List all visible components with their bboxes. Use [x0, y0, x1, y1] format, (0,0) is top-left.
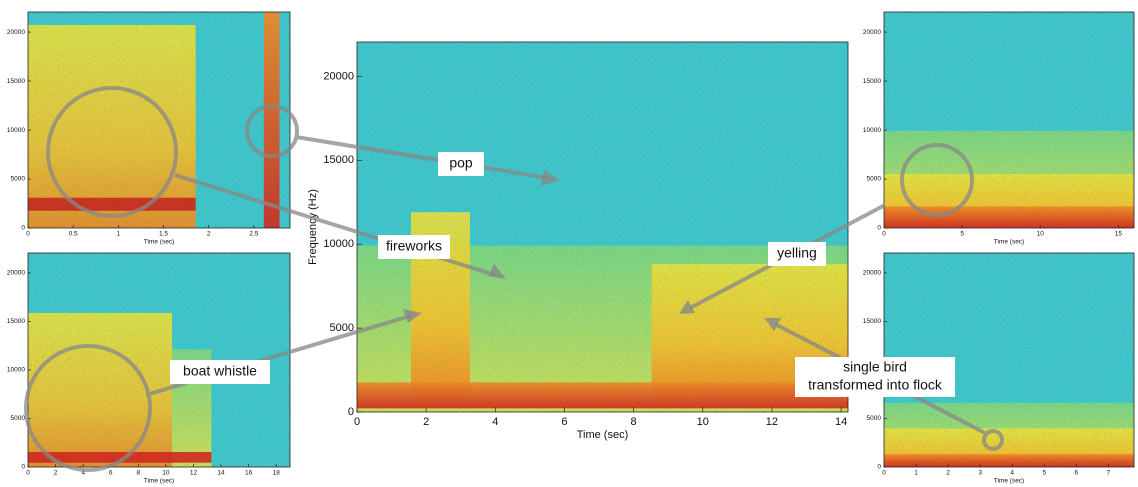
x-tick-label: 2	[946, 470, 950, 477]
x-tick-label: 14	[835, 416, 847, 428]
y-tick-label: 0	[21, 225, 25, 232]
x-tick-label: 2	[423, 416, 429, 428]
spectrogram-noise	[357, 42, 848, 412]
x-tick-label: 12	[766, 416, 778, 428]
x-axis-label: Time (sec)	[144, 238, 174, 245]
y-tick-label: 15000	[7, 318, 25, 325]
x-tick-label: 1	[117, 231, 121, 238]
y-tick-label: 5000	[11, 415, 26, 422]
x-tick-label: 4	[1010, 470, 1014, 477]
x-tick-label: 0	[882, 470, 886, 477]
y-tick-label: 15000	[323, 154, 354, 166]
x-tick-label: 8	[631, 416, 637, 428]
x-tick-label: 0	[354, 416, 360, 428]
x-tick-label: 2.5	[249, 231, 258, 238]
y-tick-label: 20000	[863, 29, 881, 36]
y-tick-label: 5000	[867, 415, 882, 422]
x-tick-label: 1	[914, 470, 918, 477]
y-tick-label: 0	[877, 225, 881, 232]
annotation: pop	[449, 155, 473, 171]
y-tick-label: 20000	[863, 270, 881, 277]
x-axis-label: Time (sec)	[577, 429, 629, 441]
y-tick-label: 10000	[7, 127, 25, 134]
figure: 00.511.522.505000100001500020000Time (se…	[0, 0, 1138, 487]
x-tick-label: 0.5	[69, 231, 78, 238]
x-axis-label: Time (sec)	[994, 238, 1024, 245]
y-tick-label: 20000	[323, 70, 354, 82]
x-tick-label: 0	[26, 231, 30, 238]
x-tick-label: 2	[54, 470, 58, 477]
x-tick-label: 0	[882, 231, 886, 238]
x-tick-label: 16	[245, 470, 253, 477]
y-tick-label: 20000	[7, 270, 25, 277]
y-tick-label: 15000	[863, 318, 881, 325]
x-tick-label: 15	[1115, 231, 1123, 238]
x-axis-label: Time (sec)	[144, 477, 174, 484]
y-tick-label: 0	[348, 406, 354, 418]
annotation: transformed into flock	[808, 377, 943, 393]
x-tick-label: 4	[492, 416, 498, 428]
x-tick-label: 5	[960, 231, 964, 238]
y-tick-label: 0	[877, 464, 881, 471]
y-tick-label: 20000	[7, 29, 25, 36]
spectrogram-noise	[884, 12, 1134, 228]
x-tick-label: 8	[137, 470, 141, 477]
annotation: yelling	[777, 245, 817, 261]
annotation: single bird	[843, 359, 907, 375]
y-tick-label: 10000	[863, 127, 881, 134]
y-axis-label: Frequency (Hz)	[307, 189, 319, 265]
y-tick-label: 10000	[7, 367, 25, 374]
x-tick-label: 5	[1042, 470, 1046, 477]
x-tick-label: 1.5	[159, 231, 168, 238]
x-tick-label: 10	[162, 470, 170, 477]
annotation: fireworks	[386, 238, 442, 254]
x-tick-label: 6	[561, 416, 567, 428]
y-tick-label: 5000	[11, 176, 26, 183]
spectrogram-panel: 0 5 10 15 0 5000 10000 15000 20000 Time (sec)	[863, 12, 1134, 245]
x-tick-label: 0	[26, 470, 30, 477]
x-tick-label: 2	[207, 231, 211, 238]
y-tick-label: 0	[21, 464, 25, 471]
annotation: boat whistle	[183, 363, 257, 379]
x-axis-label: Time (sec)	[994, 477, 1024, 484]
y-tick-label: 15000	[7, 78, 25, 85]
x-tick-label: 18	[273, 470, 281, 477]
x-tick-label: 12	[190, 470, 198, 477]
x-tick-label: 6	[109, 470, 113, 477]
x-tick-label: 6	[1074, 470, 1078, 477]
x-tick-label: 14	[217, 470, 225, 477]
x-tick-label: 7	[1107, 470, 1111, 477]
y-tick-label: 10000	[323, 238, 354, 250]
y-tick-label: 5000	[867, 176, 882, 183]
x-tick-label: 10	[697, 416, 709, 428]
x-tick-label: 10	[1037, 231, 1045, 238]
y-tick-label: 15000	[863, 78, 881, 85]
x-tick-label: 3	[978, 470, 982, 477]
